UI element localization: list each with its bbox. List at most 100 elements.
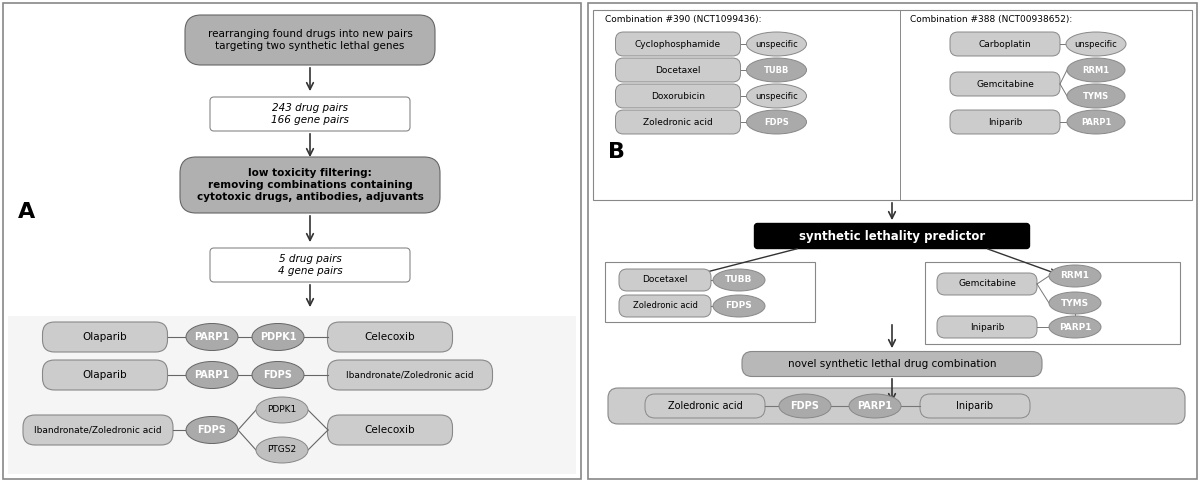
FancyBboxPatch shape [328,360,492,390]
Text: Docetaxel: Docetaxel [655,66,701,75]
FancyBboxPatch shape [23,415,173,445]
Text: PARP1: PARP1 [858,401,893,411]
Text: PARP1: PARP1 [1058,322,1091,332]
FancyBboxPatch shape [646,394,766,418]
Text: RRM1: RRM1 [1082,66,1110,75]
Text: Olaparib: Olaparib [83,370,127,380]
FancyBboxPatch shape [616,58,740,82]
FancyBboxPatch shape [925,262,1180,344]
Text: low toxicity filtering:
removing combinations containing
cytotoxic drugs, antibo: low toxicity filtering: removing combina… [197,168,424,201]
Ellipse shape [779,394,832,418]
Text: TYMS: TYMS [1061,298,1090,308]
FancyBboxPatch shape [8,316,576,474]
Ellipse shape [1067,110,1126,134]
Ellipse shape [1067,84,1126,108]
FancyBboxPatch shape [605,262,815,322]
Text: Iniparib: Iniparib [988,118,1022,126]
Text: unspecific: unspecific [755,40,798,49]
FancyBboxPatch shape [920,394,1030,418]
FancyBboxPatch shape [42,360,168,390]
Text: PTGS2: PTGS2 [268,445,296,455]
Ellipse shape [1049,265,1102,287]
FancyBboxPatch shape [742,351,1042,376]
Ellipse shape [186,362,238,388]
Text: Carboplatin: Carboplatin [979,40,1031,49]
Text: Cyclophosphamide: Cyclophosphamide [635,40,721,49]
FancyBboxPatch shape [328,415,452,445]
FancyBboxPatch shape [608,388,1186,424]
Ellipse shape [746,84,806,108]
FancyBboxPatch shape [937,316,1037,338]
FancyBboxPatch shape [619,295,710,317]
Ellipse shape [186,416,238,443]
Text: Ibandronate/Zoledronic acid: Ibandronate/Zoledronic acid [34,426,162,434]
Text: unspecific: unspecific [755,92,798,101]
Text: synthetic lethality predictor: synthetic lethality predictor [799,229,985,242]
Text: 243 drug pairs
166 gene pairs: 243 drug pairs 166 gene pairs [271,103,349,125]
Ellipse shape [1066,32,1126,56]
Ellipse shape [746,32,806,56]
FancyBboxPatch shape [616,32,740,56]
Text: Olaparib: Olaparib [83,332,127,342]
FancyBboxPatch shape [950,32,1060,56]
Text: FDPS: FDPS [264,370,293,380]
FancyBboxPatch shape [950,110,1060,134]
FancyBboxPatch shape [619,269,710,291]
FancyBboxPatch shape [755,224,1030,249]
Ellipse shape [252,323,304,350]
Text: Ibandronate/Zoledronic acid: Ibandronate/Zoledronic acid [346,371,474,379]
Text: Docetaxel: Docetaxel [642,276,688,284]
Text: Gemcitabine: Gemcitabine [976,80,1034,89]
Text: FDPS: FDPS [198,425,227,435]
Text: unspecific: unspecific [1075,40,1117,49]
FancyBboxPatch shape [588,3,1198,479]
Text: FDPS: FDPS [764,118,788,126]
Ellipse shape [746,58,806,82]
Text: TYMS: TYMS [1082,92,1109,101]
Ellipse shape [1049,292,1102,314]
FancyBboxPatch shape [616,84,740,108]
Text: TUBB: TUBB [725,276,752,284]
FancyBboxPatch shape [937,273,1037,295]
Text: Gemcitabine: Gemcitabine [958,280,1016,289]
FancyBboxPatch shape [210,248,410,282]
FancyBboxPatch shape [2,3,581,479]
Ellipse shape [1049,316,1102,338]
Ellipse shape [256,397,308,423]
Text: FDPS: FDPS [791,401,820,411]
Ellipse shape [256,437,308,463]
Text: Celecoxib: Celecoxib [365,332,415,342]
Text: Zoledronic acid: Zoledronic acid [667,401,743,411]
Ellipse shape [1067,58,1126,82]
Text: PDPK1: PDPK1 [259,332,296,342]
Text: novel synthetic lethal drug combination: novel synthetic lethal drug combination [787,359,996,369]
FancyBboxPatch shape [593,10,1192,200]
FancyBboxPatch shape [180,157,440,213]
Text: RRM1: RRM1 [1061,271,1090,281]
Ellipse shape [850,394,901,418]
FancyBboxPatch shape [616,110,740,134]
Text: Combination #388 (NCT00938652):: Combination #388 (NCT00938652): [910,14,1073,24]
FancyBboxPatch shape [185,15,434,65]
Text: Doxorubicin: Doxorubicin [650,92,706,101]
Text: PARP1: PARP1 [1081,118,1111,126]
Ellipse shape [746,110,806,134]
FancyBboxPatch shape [210,97,410,131]
Text: Zoledronic acid: Zoledronic acid [632,302,697,310]
FancyBboxPatch shape [42,322,168,352]
Text: PARP1: PARP1 [194,332,229,342]
Text: Celecoxib: Celecoxib [365,425,415,435]
Text: rearranging found drugs into new pairs
targeting two synthetic lethal genes: rearranging found drugs into new pairs t… [208,29,413,51]
Text: PARP1: PARP1 [194,370,229,380]
Text: B: B [608,142,625,162]
Ellipse shape [713,295,766,317]
FancyBboxPatch shape [950,72,1060,96]
Ellipse shape [713,269,766,291]
Text: PDPK1: PDPK1 [268,405,296,415]
Ellipse shape [252,362,304,388]
FancyBboxPatch shape [328,322,452,352]
Text: Zoledronic acid: Zoledronic acid [643,118,713,126]
Text: Iniparib: Iniparib [970,322,1004,332]
Text: A: A [18,202,35,222]
Text: TUBB: TUBB [764,66,790,75]
